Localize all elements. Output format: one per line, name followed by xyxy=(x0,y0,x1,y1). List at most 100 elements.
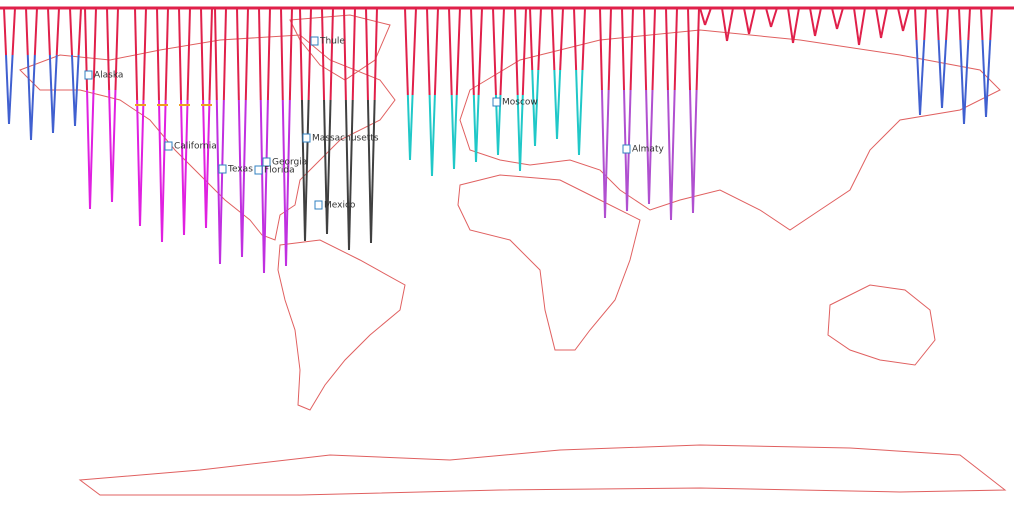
track-segment xyxy=(11,7,16,56)
track-segment xyxy=(106,7,111,91)
track-segment xyxy=(74,54,80,127)
track-segment xyxy=(366,99,372,244)
track-segment xyxy=(89,89,95,210)
track-segment xyxy=(581,7,586,71)
track-segment xyxy=(142,7,147,101)
track-segment xyxy=(52,54,58,134)
track-segment xyxy=(859,7,866,36)
track-segment xyxy=(477,7,483,96)
track-segment xyxy=(215,99,221,265)
track-segment xyxy=(670,89,676,221)
track-segment xyxy=(244,7,249,101)
track-segment xyxy=(404,7,409,96)
track-segment xyxy=(431,94,436,177)
track-segment xyxy=(880,7,888,36)
greenland xyxy=(289,14,391,81)
track-segment xyxy=(186,7,191,101)
track-segment xyxy=(288,7,293,101)
track-segment xyxy=(648,89,654,205)
track-segment xyxy=(343,7,347,101)
track-segment xyxy=(25,7,29,56)
place-label: Georgia xyxy=(272,158,307,168)
track-segment xyxy=(537,7,542,71)
label-marker xyxy=(310,36,319,46)
track-segment xyxy=(551,7,556,71)
label-marker xyxy=(84,70,93,80)
track-segment xyxy=(344,99,350,251)
labels: Thule Alaska California Massachusetts Georgi… xyxy=(84,36,664,211)
track-segment xyxy=(8,54,14,125)
track-segment xyxy=(727,7,734,36)
track-segment xyxy=(967,7,971,41)
track-segment xyxy=(958,7,962,41)
track-segment xyxy=(578,69,584,156)
track-segment xyxy=(365,7,369,101)
track-segment xyxy=(492,7,497,96)
label-marker xyxy=(492,97,501,107)
track-segment xyxy=(55,7,60,56)
track-segment xyxy=(263,99,269,274)
track-segment xyxy=(673,7,678,91)
track-segment xyxy=(285,99,291,267)
track-segment xyxy=(831,7,838,30)
track-segment xyxy=(692,89,698,214)
track-segment xyxy=(531,69,536,147)
track-segment xyxy=(455,7,461,96)
track-segment xyxy=(222,7,227,101)
track-segment xyxy=(208,7,213,101)
label-marker xyxy=(164,141,173,151)
label-marker xyxy=(302,133,311,143)
track-segment xyxy=(936,7,940,41)
track-segment xyxy=(792,34,796,44)
track-segment xyxy=(687,7,691,91)
track-segment xyxy=(161,99,167,243)
track-segment xyxy=(5,54,10,125)
track-segment xyxy=(307,7,312,101)
track-segment xyxy=(963,39,970,125)
track-segment xyxy=(300,99,306,242)
track-segment xyxy=(266,7,271,101)
track-segment xyxy=(981,39,987,118)
track-segment xyxy=(629,7,634,91)
track-segment xyxy=(111,89,117,203)
track-segment xyxy=(214,7,218,101)
track-segment xyxy=(923,7,927,41)
track-segment xyxy=(941,39,948,109)
track-segment xyxy=(323,99,328,235)
track-segment xyxy=(575,69,580,156)
track-segment xyxy=(3,7,8,56)
track-segment xyxy=(604,89,610,219)
track-segment xyxy=(534,69,540,147)
track-segment xyxy=(321,7,326,101)
track-segment xyxy=(651,7,656,91)
track-segment xyxy=(897,7,904,32)
track-segment xyxy=(599,7,603,91)
antarctica xyxy=(78,444,1007,496)
track-segment xyxy=(348,99,354,251)
track-segment xyxy=(200,7,205,101)
label-marker xyxy=(254,165,263,175)
track-segment xyxy=(411,7,417,96)
track-segment xyxy=(70,54,76,127)
track-segment xyxy=(748,7,756,35)
track-segment xyxy=(514,7,519,96)
track-segment xyxy=(919,39,926,116)
track-segment xyxy=(985,39,992,118)
track-segment xyxy=(241,99,247,258)
place-label: Florida xyxy=(264,166,295,176)
track-segment xyxy=(183,99,189,236)
track-segment xyxy=(853,7,859,36)
track-segment xyxy=(108,89,113,203)
track-segment xyxy=(770,7,778,28)
track-segment xyxy=(621,7,626,91)
track-segment xyxy=(880,34,883,39)
track-segment xyxy=(689,89,694,214)
track-segment xyxy=(409,94,414,161)
place-label: Thule xyxy=(319,37,345,47)
track-segment xyxy=(470,7,475,96)
tracks xyxy=(0,6,1014,274)
track-segment xyxy=(370,99,376,244)
track-segment xyxy=(92,7,97,91)
track-segment xyxy=(178,7,183,101)
